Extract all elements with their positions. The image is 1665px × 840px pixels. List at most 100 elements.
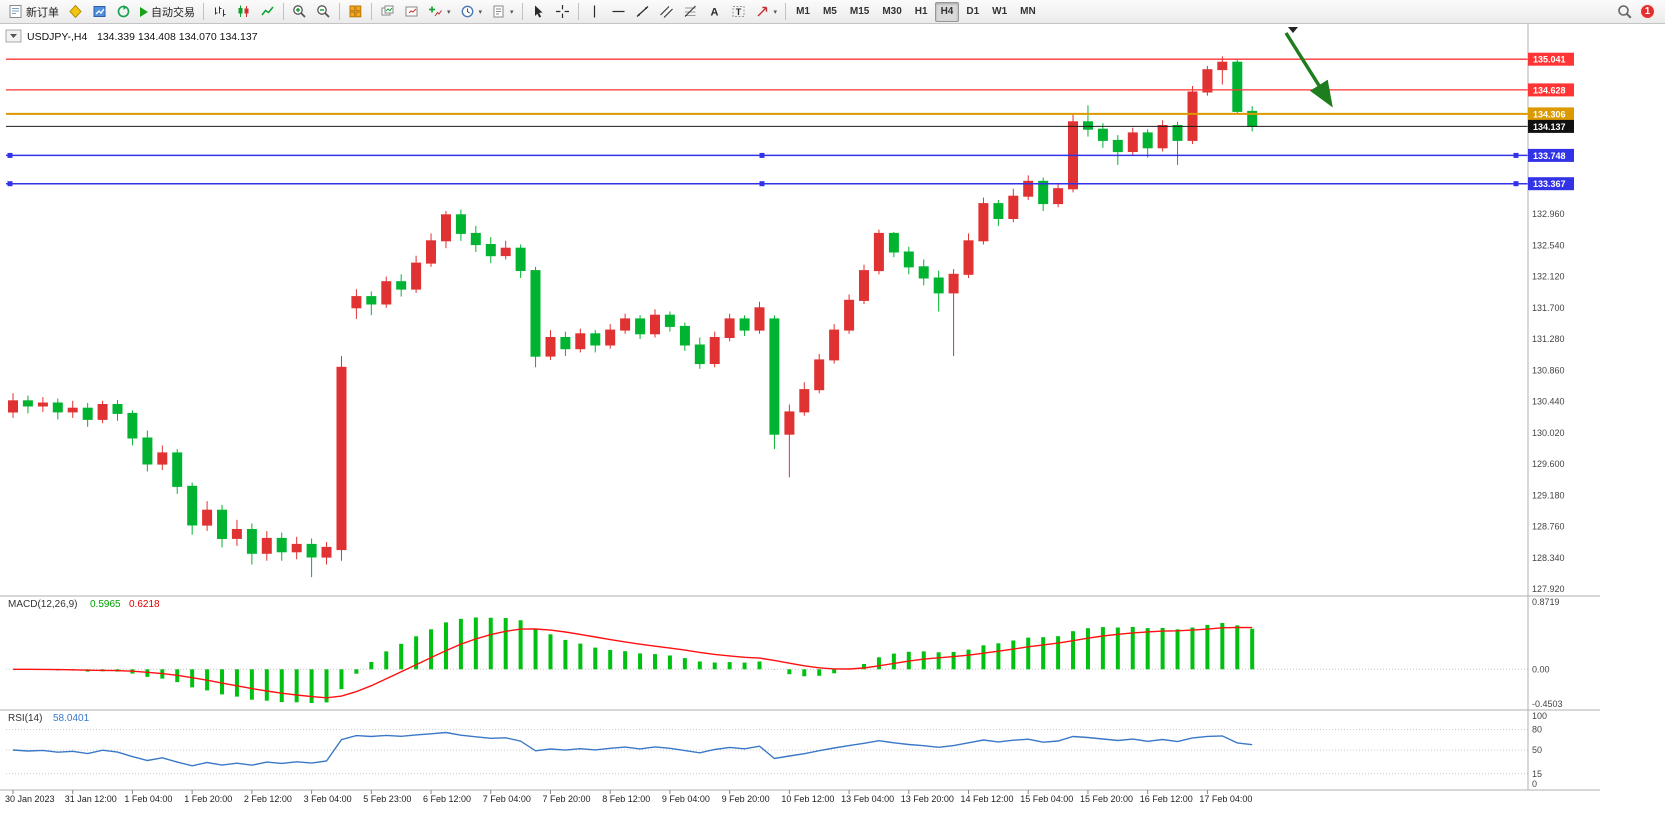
timeframe-button-w1[interactable]: W1 <box>986 2 1013 22</box>
price-axis-label: 129.180 <box>1532 490 1565 500</box>
candle <box>605 324 616 349</box>
svg-text:133.367: 133.367 <box>1533 179 1566 189</box>
arrows-tool-button[interactable]: ▾ <box>751 2 782 22</box>
crosshair-button[interactable] <box>551 2 574 22</box>
cursor-button[interactable] <box>527 2 550 22</box>
line-handle[interactable] <box>1513 152 1519 158</box>
chart-shift-button[interactable] <box>400 2 423 22</box>
price-shift-marker[interactable] <box>1288 27 1298 33</box>
periods-button[interactable]: ▾ <box>456 2 487 22</box>
fibonacci-button[interactable] <box>679 2 702 22</box>
tile-windows-button[interactable] <box>344 2 367 22</box>
clock-icon <box>461 5 473 18</box>
time-axis-label: 14 Feb 12:00 <box>961 794 1014 804</box>
market-watch-icon <box>93 6 106 17</box>
price-axis-label: 132.960 <box>1532 209 1565 219</box>
timeframe-button-mn[interactable]: MN <box>1014 2 1042 22</box>
candle <box>142 430 153 472</box>
auto-trading-icon <box>140 6 148 17</box>
time-axis-label: 15 Feb 04:00 <box>1020 794 1073 804</box>
svg-text:134.137: 134.137 <box>1533 122 1566 132</box>
timeframe-button-m30[interactable]: M30 <box>876 2 907 22</box>
candlestick-chart-button[interactable] <box>232 2 255 22</box>
candle <box>455 209 466 241</box>
candle <box>560 331 571 357</box>
line-handle[interactable] <box>759 181 765 187</box>
bar-chart-button[interactable] <box>208 2 231 22</box>
trendline-button[interactable] <box>631 2 654 22</box>
notification-badge[interactable]: 1 <box>1640 4 1655 19</box>
equidistant-channel-button[interactable] <box>655 2 678 22</box>
candle <box>1247 106 1258 132</box>
candle <box>127 410 138 446</box>
time-axis-label: 8 Feb 12:00 <box>602 794 650 804</box>
candle <box>500 240 511 260</box>
metaeditor-button[interactable] <box>64 2 87 22</box>
rsi-line <box>12 731 1253 767</box>
candle <box>963 233 974 278</box>
chevron-down-icon: ▾ <box>447 8 451 16</box>
line-handle[interactable] <box>1513 181 1519 187</box>
time-axis-label: 15 Feb 20:00 <box>1080 794 1133 804</box>
metaeditor-icon <box>69 4 82 19</box>
line-chart-button[interactable] <box>256 2 279 22</box>
zoom-out-button[interactable] <box>312 2 335 22</box>
time-axis-label: 3 Feb 04:00 <box>304 794 352 804</box>
svg-text:134.628: 134.628 <box>1533 85 1566 95</box>
candle <box>1053 182 1064 208</box>
search-button[interactable] <box>1613 2 1637 22</box>
refresh-button[interactable] <box>112 2 135 22</box>
timeframe-button-d1[interactable]: D1 <box>960 2 985 22</box>
price-axis-label: 129.600 <box>1532 459 1565 469</box>
candle <box>1142 129 1153 158</box>
toolbar-separator <box>371 3 372 20</box>
candle <box>246 523 257 565</box>
candle <box>1097 123 1108 148</box>
timeframe-button-m5[interactable]: M5 <box>817 2 843 22</box>
new-order-label: 新订单 <box>26 6 59 19</box>
zoom-in-button[interactable] <box>288 2 311 22</box>
timeframe-button-h1[interactable]: H1 <box>909 2 934 22</box>
add-indicator-icon <box>429 6 442 17</box>
horizontal-line-button[interactable] <box>607 2 630 22</box>
svg-text:134.306: 134.306 <box>1533 109 1566 119</box>
timeframe-button-m1[interactable]: M1 <box>790 2 816 22</box>
timeframe-button-h4[interactable]: H4 <box>934 1 960 22</box>
candle <box>261 531 272 561</box>
time-axis-label: 6 Feb 12:00 <box>423 794 471 804</box>
new-order-button[interactable]: 新订单 <box>4 2 63 22</box>
candle <box>754 301 765 334</box>
indicators-button[interactable]: ▾ <box>424 2 455 22</box>
rsi-scale-label: 50 <box>1532 745 1542 755</box>
candle <box>396 274 407 297</box>
line-handle[interactable] <box>759 152 765 158</box>
candle <box>1127 127 1138 156</box>
rsi-label: RSI(14) <box>8 713 42 724</box>
new-chart-button[interactable] <box>376 2 399 22</box>
label-tool-glyph: T <box>735 7 741 17</box>
svg-text:133.748: 133.748 <box>1533 151 1566 161</box>
candle <box>948 269 959 357</box>
time-axis-label: 10 Feb 12:00 <box>781 794 834 804</box>
time-axis-label: 13 Feb 20:00 <box>901 794 954 804</box>
line-handle[interactable] <box>7 181 13 187</box>
line-handle[interactable] <box>7 152 13 158</box>
label-tool-button[interactable]: T <box>727 2 750 22</box>
candle <box>769 315 780 450</box>
price-badges-layer: 135.041 134.628 134.306 134.137 133.748 133.3… <box>1528 52 1574 191</box>
candle <box>545 330 556 360</box>
bar-chart-icon <box>215 6 226 17</box>
candle <box>470 225 481 252</box>
auto-trading-button[interactable]: 自动交易 <box>136 2 199 22</box>
vertical-line-button[interactable] <box>583 2 606 22</box>
one-click-trading-toggle[interactable] <box>5 29 22 43</box>
macd-signal-line <box>13 626 1253 699</box>
templates-button[interactable]: ▾ <box>487 2 518 22</box>
market-watch-button[interactable] <box>88 2 111 22</box>
candle <box>82 403 93 427</box>
candle <box>739 315 750 336</box>
text-tool-button[interactable]: A <box>703 2 726 22</box>
timeframe-button-m15[interactable]: M15 <box>844 2 875 22</box>
trend-arrow-annotation[interactable] <box>1284 32 1333 108</box>
